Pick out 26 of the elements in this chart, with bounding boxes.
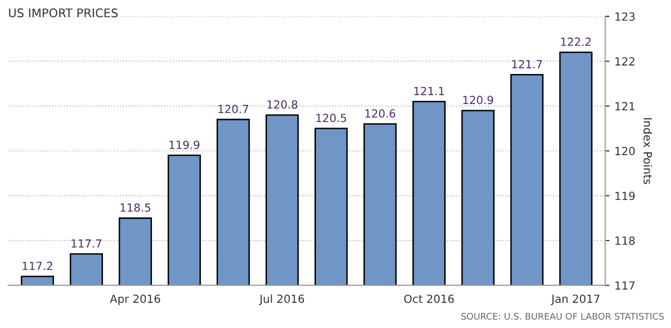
x-tick-label: Oct 2016 bbox=[404, 294, 454, 303]
data-label: 119.9 bbox=[170, 140, 200, 150]
data-label: 122.2 bbox=[561, 38, 591, 46]
x-tick-label: Jul 2016 bbox=[258, 294, 304, 306]
chart-title: US IMPORT PRICES bbox=[9, 8, 118, 18]
y-axis-title: Index Points bbox=[644, 118, 652, 184]
y-tick-label: 121 bbox=[615, 102, 634, 110]
source-note: SOURCE: U.S. BUREAU OF LABOR STATISTICS bbox=[461, 312, 664, 320]
data-label: 120.7 bbox=[218, 104, 248, 114]
data-label: 120.5 bbox=[316, 114, 346, 122]
y-tick-label: 122 bbox=[615, 57, 634, 66]
data-label: 120.9 bbox=[463, 96, 494, 104]
x-tick-label: Jan 2017 bbox=[550, 294, 600, 306]
data-label: 117.2 bbox=[22, 262, 52, 270]
y-tick-label: 120 bbox=[615, 146, 635, 156]
x-tick-label: Apr 2016 bbox=[110, 294, 160, 306]
y-tick-label: 117 bbox=[615, 281, 635, 290]
data-label: 117.7 bbox=[72, 239, 102, 248]
y-tick-label: 119 bbox=[615, 192, 635, 200]
data-label: 118.5 bbox=[120, 203, 150, 212]
data-label: 121.1 bbox=[414, 86, 444, 96]
data-label: 121.7 bbox=[512, 60, 542, 68]
y-tick-label: 118 bbox=[615, 236, 635, 245]
data-label: 120.6 bbox=[365, 109, 396, 118]
y-tick-label: 123 bbox=[615, 12, 635, 21]
data-label: 120.8 bbox=[267, 100, 298, 109]
